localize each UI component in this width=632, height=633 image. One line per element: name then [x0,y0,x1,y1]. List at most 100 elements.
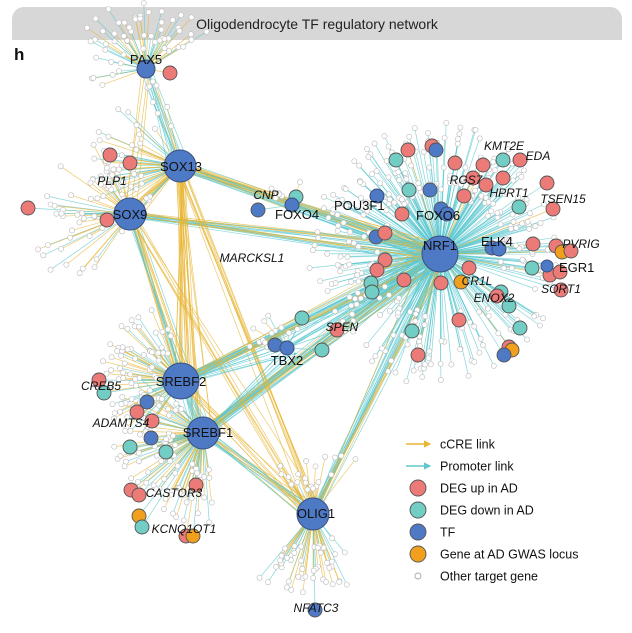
other-target-node [136,131,143,138]
legend-item-tf: TF [409,523,456,541]
other-target-node [524,218,531,225]
other-target-node [105,133,112,140]
regulatory-link [315,259,450,518]
other-target-node [91,264,98,271]
gene-node-deg-up [188,477,204,493]
gene-node-deg-up [539,175,555,191]
other-target-node [351,158,358,165]
other-target-node [391,199,398,206]
figure-title: Oligodendrocyte TF regulatory network [196,15,438,32]
other-target-node [387,307,393,314]
other-target-node [136,458,142,465]
gene-node-deg-up [495,170,511,186]
other-target-node [262,339,268,346]
gene-node-deg-down [512,320,528,336]
other-target-node [165,326,171,333]
other-target-node [477,335,484,342]
gene-node-deg-down [404,323,420,339]
other-target-node [324,560,330,566]
other-target-node [506,237,513,243]
other-target-node [133,146,140,153]
gene-node-deg-down [401,182,417,198]
legend: cCRE link Promoter link DEG up in AD DEG do… [406,438,578,584]
other-target-node [92,15,99,22]
other-target-node [452,180,459,186]
regulatory-link [286,329,338,349]
regulatory-link [125,209,307,506]
other-target-node [343,202,350,209]
tf-node-foxo6 [439,206,455,222]
other-target-node [124,414,131,421]
other-target-node [115,106,122,113]
gene-label-marcksl1: MARCKSL1 [220,251,285,265]
other-target-node [120,33,127,39]
other-target-node [107,341,114,348]
other-target-node [108,382,115,389]
other-target-node [485,199,492,205]
gene-node-tf [250,202,266,218]
gene-node-deg-up [396,272,412,288]
other-target-node [337,253,344,260]
other-target-node [294,326,301,332]
gene-node-tf [307,602,323,618]
regulatory-link [183,164,444,264]
other-target-node [129,142,136,149]
regulatory-link [184,348,277,381]
tf-label-sox13: SOX13 [160,159,202,174]
other-target-node [40,252,47,259]
other-target-node [320,205,327,212]
other-target-node [109,172,116,179]
other-target-node [480,342,486,349]
tf-node-srebf2 [162,362,200,400]
tf-label-egr1: EGR1 [559,260,594,275]
other-target-node [120,369,127,376]
gene-node-deg-up [478,177,494,193]
other-target-node [158,26,165,33]
other-target-node [100,358,106,365]
other-target-node [420,149,427,155]
other-target-node [174,463,181,469]
regulatory-link [439,253,562,291]
other-target-node [412,311,419,317]
regulatory-link [133,210,211,429]
other-target-node [99,28,106,35]
regulatory-link [206,434,316,509]
other-target-node [120,375,127,381]
gene-node-deg-down [501,298,517,314]
other-target-node [341,549,348,556]
other-target-node [398,196,405,203]
other-target-node [108,354,115,361]
panel-letter: h [14,45,25,64]
other-target-node [118,352,124,359]
other-target-node [404,341,411,348]
other-target-node [329,558,335,565]
other-target-node [354,290,361,296]
tf-label-elk4: ELK4 [481,234,513,249]
other-target-node [124,346,131,353]
other-target-node [127,371,134,378]
other-target-node [314,544,321,551]
other-target-node [158,344,165,351]
gene-node-deg-up [162,65,178,81]
other-target-node [494,210,501,216]
other-target-node [278,471,285,478]
other-target-node [109,71,116,78]
legend-item-deg-up-in-ad: DEG up in AD [409,479,518,497]
other-target-node [115,19,122,26]
gene-node-deg-up [553,282,569,298]
other-target-node [137,15,144,22]
other-target-node [172,470,179,476]
tf-label-pax5: PAX5 [130,52,162,67]
regulatory-link [145,31,207,70]
other-target-node [371,140,378,147]
other-target-node [422,361,428,368]
other-target-node [299,566,306,572]
other-target-node [147,387,153,394]
other-target-node [339,318,346,325]
other-target-node [437,360,444,367]
other-target-node [272,195,279,201]
other-target-node [164,350,171,357]
gene-node-deg-up [489,288,505,304]
other-target-node [344,254,351,260]
gene-node-deg-up [461,260,477,276]
